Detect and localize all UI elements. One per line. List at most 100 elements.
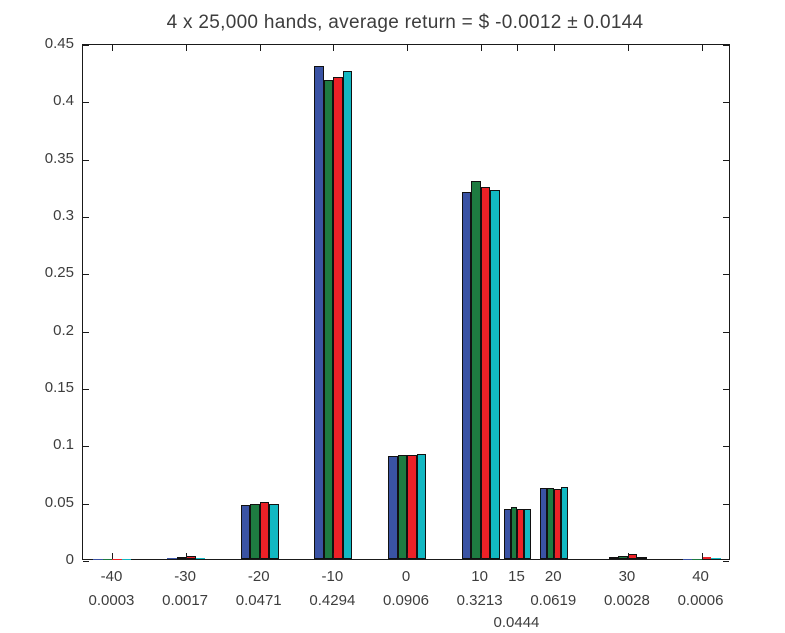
- x-tick-mark: [517, 553, 519, 559]
- x-tick-mark-top: [112, 45, 114, 51]
- y-tick-label: 0.4: [53, 92, 74, 110]
- probability-label: 0.0906: [383, 592, 429, 609]
- bar-run-4-cyan-x-20: [269, 503, 279, 559]
- bar-run-1-blue-x15: [503, 508, 511, 559]
- y-tick-label: 0.2: [53, 321, 74, 339]
- x-tick-mark: [554, 553, 556, 559]
- bar-run-4-cyan-x20: [561, 486, 569, 559]
- y-tick-mark: [83, 217, 89, 218]
- bar-run-2-green-x0: [397, 454, 407, 559]
- y-tick-mark: [83, 102, 89, 104]
- y-tick-mark-right: [723, 503, 729, 505]
- y-tick-label: 0.1: [53, 436, 74, 454]
- bar-run-2-green-x15: [510, 507, 518, 559]
- bar-run-4-cyan-x15: [524, 508, 531, 559]
- y-tick-mark: [83, 45, 89, 46]
- x-tick-label: -30: [174, 568, 196, 585]
- x-tick-mark-top: [480, 45, 482, 51]
- x-tick-label: 20: [544, 568, 562, 585]
- y-tick-mark-right: [723, 331, 729, 333]
- y-tick-mark: [83, 389, 89, 390]
- y-tick-mark-right: [723, 389, 729, 390]
- probability-label: 0.3213: [456, 592, 503, 609]
- probability-label: 0.4294: [309, 592, 356, 609]
- x-tick-mark-top: [407, 45, 408, 51]
- x-tick-mark: [333, 553, 335, 559]
- bar-run-3-red-x15: [517, 508, 525, 559]
- bar-run-4-cyan-x10: [490, 189, 500, 559]
- bar-run-3-red-x10: [480, 187, 491, 559]
- y-tick-mark: [83, 159, 89, 161]
- y-tick-mark: [83, 274, 89, 276]
- bar-run-1-blue-x-30: [167, 557, 177, 559]
- bar-run-4-cyan-x-10: [342, 70, 353, 559]
- x-tick-mark: [112, 553, 114, 559]
- probability-label: 0.0619: [530, 592, 577, 609]
- bar-run-3-red-x30: [627, 554, 638, 559]
- probability-label: 0.0003: [88, 592, 135, 609]
- chart-title: 4 x 25,000 hands, average return = $ -0.…: [166, 12, 644, 33]
- probability-label: 0.0444: [493, 614, 540, 631]
- x-tick-label: -40: [100, 568, 123, 585]
- bar-run-3-red-x-20: [259, 501, 270, 559]
- x-tick-mark: [407, 553, 408, 559]
- x-tick-mark-top: [554, 45, 556, 51]
- x-tick-mark-top: [627, 45, 629, 51]
- x-tick-mark: [701, 553, 703, 559]
- y-tick-mark: [83, 331, 89, 333]
- probability-label: 0.0006: [677, 592, 724, 609]
- y-tick-label: 0.35: [44, 149, 74, 167]
- y-tick-label: 0.25: [44, 264, 74, 282]
- x-tick-mark: [186, 553, 188, 559]
- x-tick-label: 40: [692, 568, 709, 585]
- bar-run-1-blue-x30: [608, 556, 619, 559]
- x-tick-mark-top: [186, 45, 188, 51]
- y-tick-mark-right: [723, 561, 729, 562]
- bar-run-3-red-x40: [701, 557, 712, 559]
- bar-run-1-blue-x10: [461, 192, 472, 559]
- x-tick-label: -10: [321, 568, 344, 585]
- bar-run-4-cyan-x40: [711, 558, 721, 559]
- bar-run-1-blue-x-20: [240, 505, 251, 559]
- y-tick-mark: [83, 503, 89, 505]
- bar-run-4-cyan-x-30: [195, 557, 206, 559]
- probability-label: 0.0017: [162, 592, 209, 609]
- y-tick-mark-right: [723, 446, 729, 448]
- y-tick-mark-right: [723, 45, 729, 46]
- bar-run-1-blue-x20: [540, 487, 548, 559]
- x-tick-label: 15: [508, 568, 525, 585]
- y-tick-mark-right: [723, 217, 729, 218]
- probability-label: 0.0471: [235, 592, 282, 609]
- y-tick-mark-right: [723, 274, 729, 276]
- probability-label: 0.0028: [603, 592, 650, 609]
- x-tick-mark-top: [333, 45, 335, 51]
- x-tick-mark: [480, 553, 482, 559]
- y-tick-mark-right: [723, 159, 729, 161]
- y-tick-label: 0.45: [44, 35, 74, 52]
- y-tick-mark-right: [723, 102, 729, 104]
- bar-run-3-red-x-10: [333, 77, 343, 559]
- x-tick-mark-top: [701, 45, 703, 51]
- bar-run-3-red-x20: [554, 489, 562, 559]
- x-tick-label: 30: [618, 568, 636, 585]
- y-tick-label: 0.15: [44, 379, 74, 396]
- plot-area: [82, 44, 730, 562]
- y-tick-mark: [83, 446, 89, 448]
- bar-run-2-green-x20: [547, 487, 555, 559]
- bar-run-2-green-x10: [471, 180, 481, 559]
- y-tick-mark: [83, 561, 89, 562]
- x-tick-label: 0: [401, 568, 411, 585]
- x-tick-mark: [627, 553, 629, 559]
- bar-run-1-blue-x-10: [314, 65, 324, 559]
- x-tick-label: 10: [471, 568, 488, 585]
- x-tick-mark: [259, 553, 261, 559]
- bar-run-2-green-x30: [618, 555, 628, 559]
- bar-run-4-cyan-x30: [637, 556, 647, 559]
- x-tick-mark-top: [517, 45, 519, 51]
- x-tick-label: -20: [247, 568, 270, 585]
- bar-run-1-blue-x0: [388, 455, 398, 559]
- bar-run-3-red-x-30: [186, 555, 196, 559]
- y-tick-label: 0: [65, 551, 74, 568]
- bar-run-2-green-x-10: [323, 79, 334, 559]
